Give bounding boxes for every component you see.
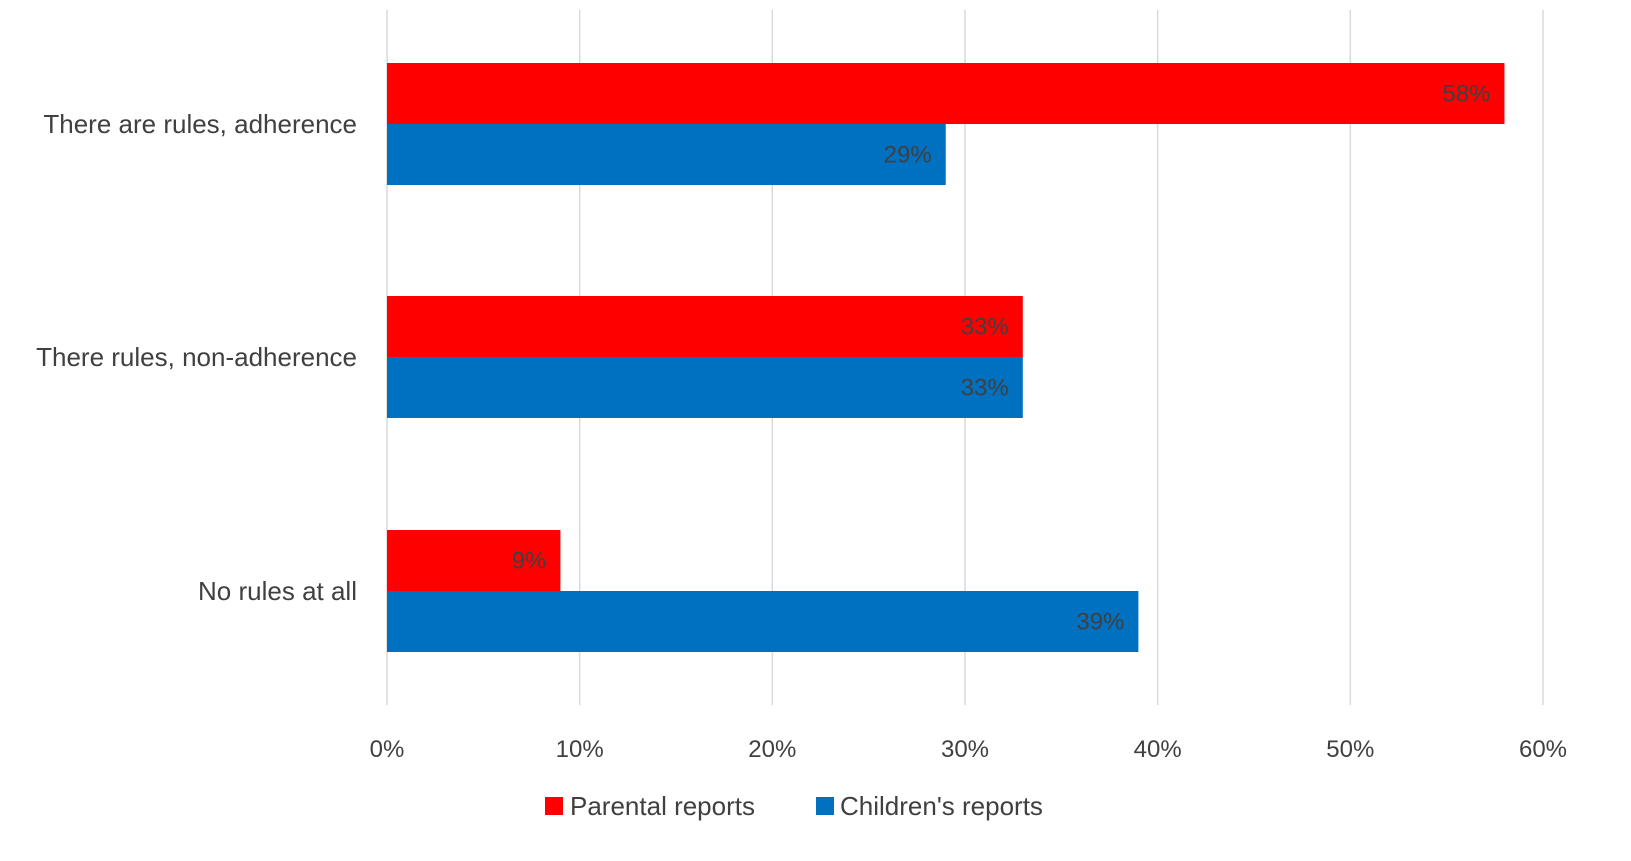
data-label: 9% [512,548,547,575]
category-label: There rules, non-adherence [36,342,357,372]
data-label: 39% [1076,609,1124,636]
bar [387,296,1023,357]
data-labels: 58% 33% 9% 29% 33% 39% [512,81,1491,636]
data-label: 58% [1442,81,1490,108]
x-tick-label: 0% [370,736,405,763]
bar [387,63,1505,124]
bar [387,530,561,591]
data-label: 33% [961,375,1009,402]
category-label: There are rules, adherence [43,109,357,139]
bars [387,63,1505,652]
x-tick-label: 20% [748,736,796,763]
x-tick-label: 50% [1326,736,1374,763]
x-tick-label: 30% [941,736,989,763]
legend: Parental reports Children's reports [545,791,1043,821]
x-axis-tick-labels: 0% 10% 20% 30% 40% 50% 60% [370,736,1567,763]
category-labels: There are rules, adherence There rules, n… [36,109,357,606]
x-tick-label: 60% [1519,736,1567,763]
x-tick-label: 40% [1134,736,1182,763]
bar [387,591,1139,652]
category-label: No rules at all [198,576,357,606]
legend-swatch [545,797,563,815]
legend-label: Parental reports [570,791,755,821]
data-label: 29% [884,142,932,169]
x-tick-label: 10% [556,736,604,763]
data-label: 33% [961,314,1009,341]
bar [387,357,1023,418]
legend-label: Children's reports [840,791,1043,821]
legend-swatch [816,797,834,815]
bar [387,124,946,185]
